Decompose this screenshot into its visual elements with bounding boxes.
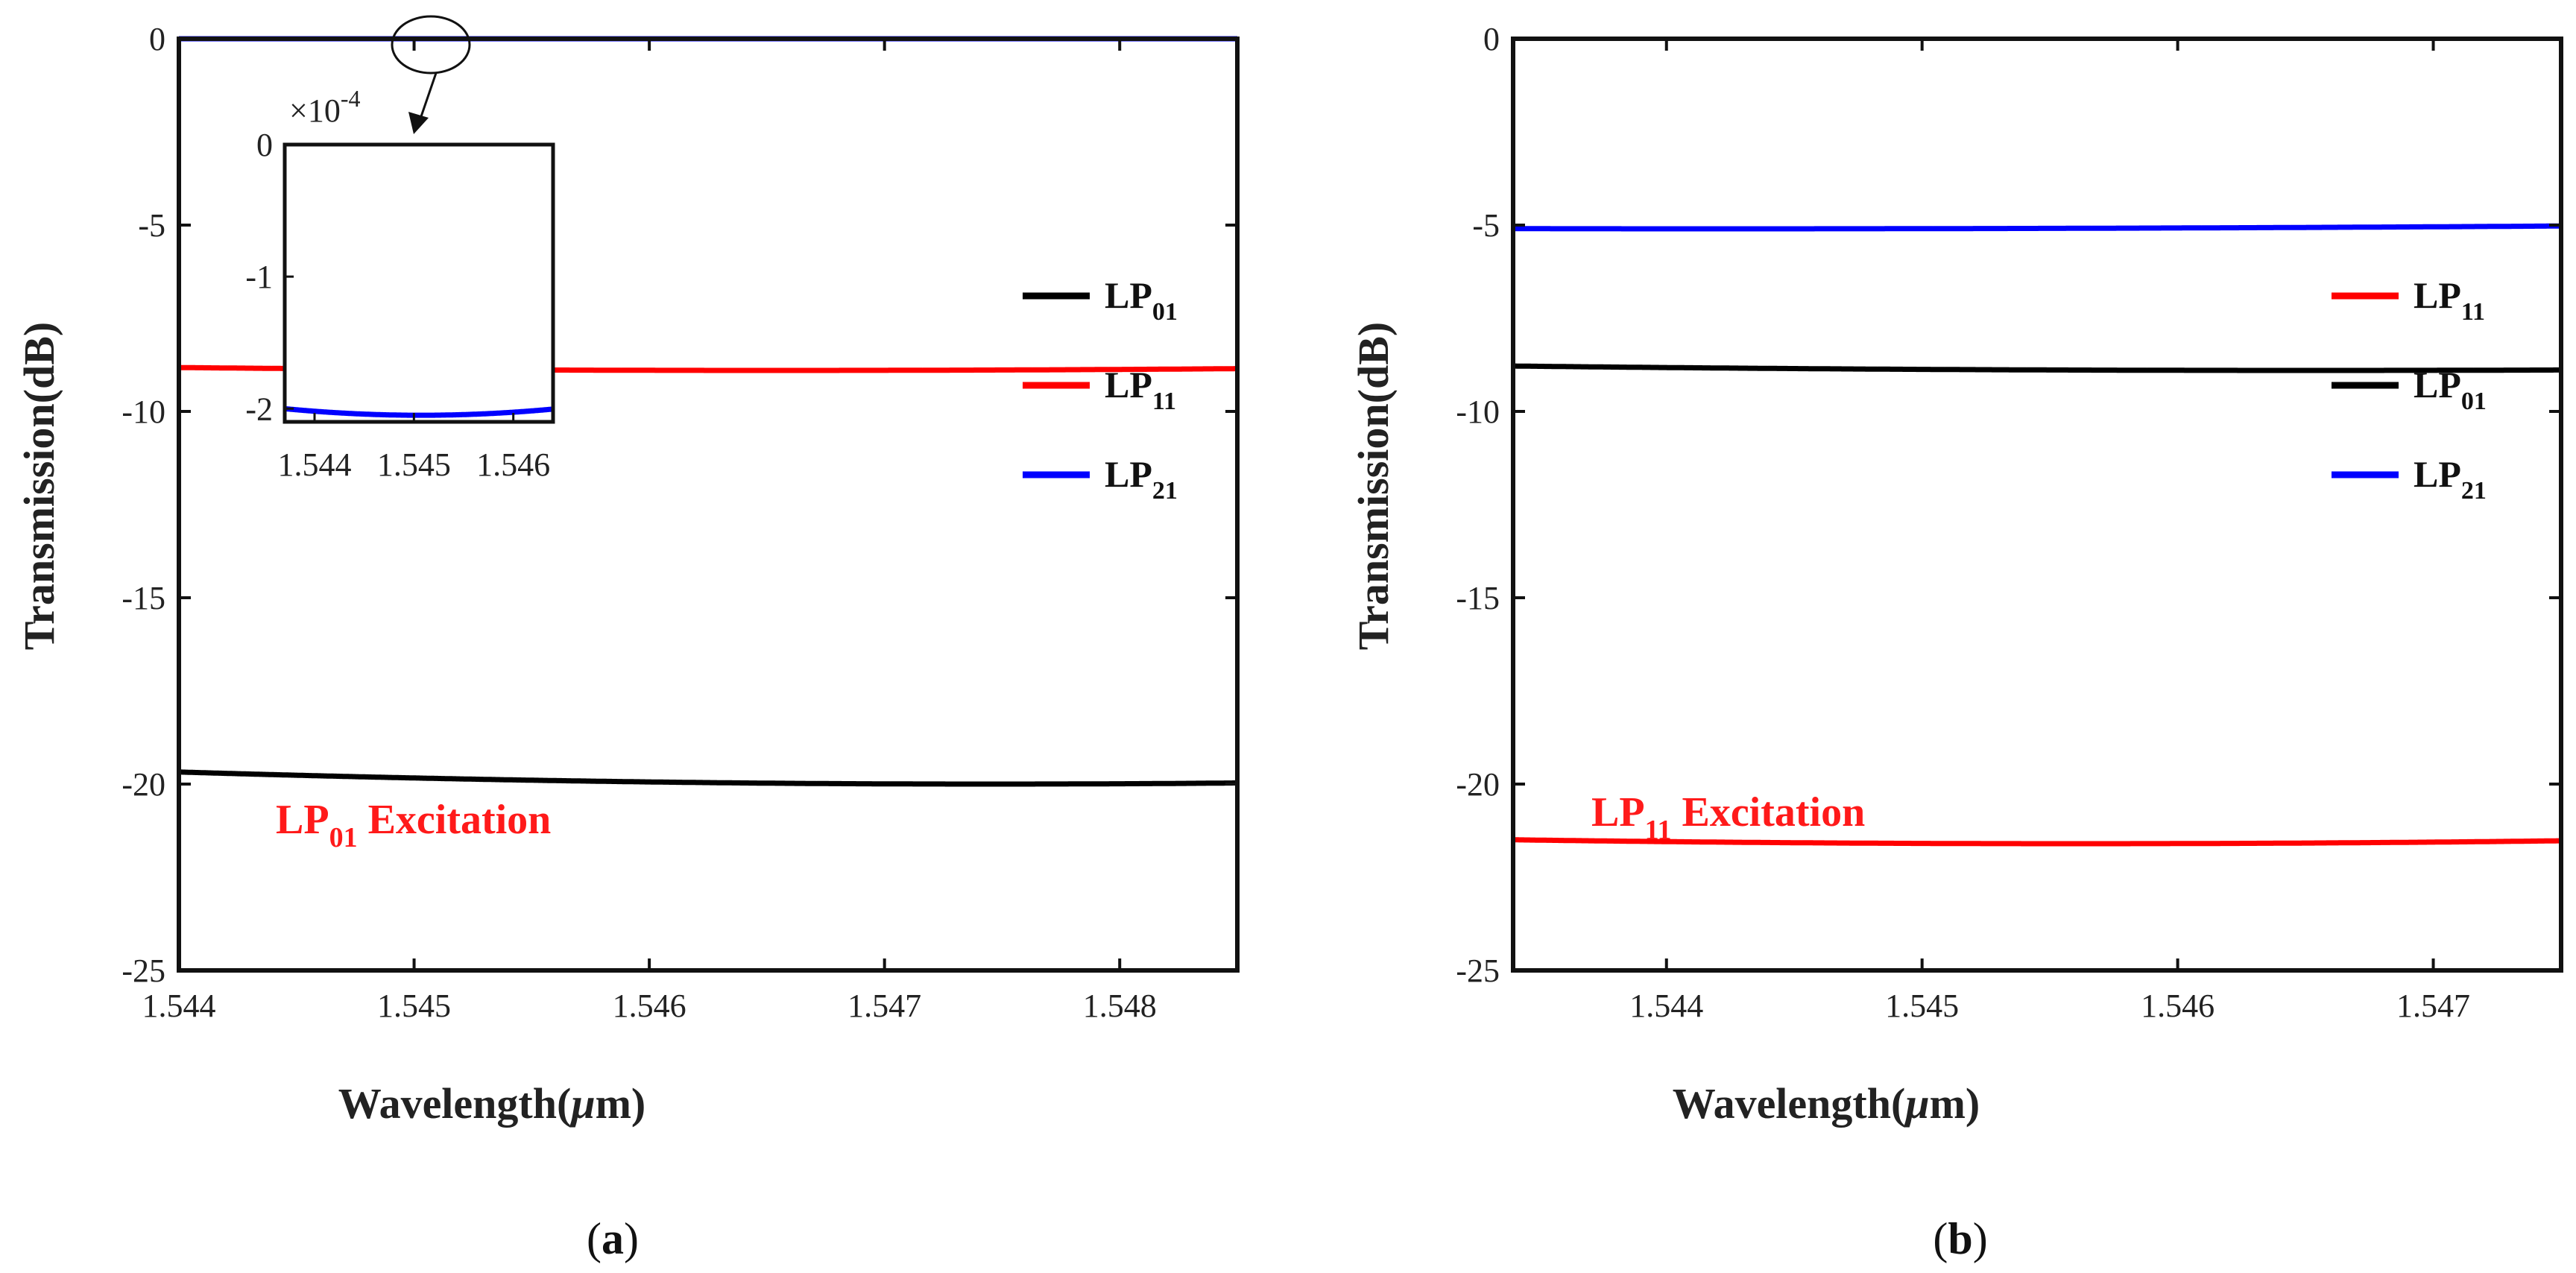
y-tick-label: -10 (1456, 394, 1500, 430)
inset-background (285, 145, 553, 422)
series-line-lp21 (1513, 223, 2561, 232)
y-tick-label: -25 (121, 953, 165, 989)
y-tick-label: -25 (1456, 953, 1500, 989)
legend-label-lp11: LP11 (2414, 274, 2485, 326)
panel-b-caption: (b) (1933, 1214, 1987, 1263)
panel-b-legend: LP11 LP01 LP21 (2332, 274, 2487, 505)
panel-a-caption: (a) (587, 1214, 639, 1263)
legend-label-lp11: LP11 (1105, 364, 1176, 415)
x-tick-label: 1.544 (142, 988, 216, 1024)
x-tick-label: 1.548 (1083, 988, 1157, 1024)
panel-a-x-axis-label: Wavelength(μm) (338, 1079, 645, 1128)
x-tick-label: 1.545 (377, 988, 451, 1024)
inset-y-tick-labels: 0 -1 -2 (245, 127, 273, 427)
y-tick-label: -10 (121, 394, 165, 430)
panel-a-y-axis-label: Transmission(dB) (15, 322, 63, 650)
series-line-lp01 (179, 769, 1237, 787)
panel-a-inset: 0 -1 -2 1.544 1.545 1.546 ×10-4 (245, 15, 555, 483)
panel-b-y-tick-labels: 0 -5 -10 -15 -20 -25 (1456, 21, 1500, 989)
y-tick-label: -15 (1456, 580, 1500, 616)
panel-b-x-axis-label: Wavelength(μm) (1673, 1079, 1980, 1128)
inset-y-tick-label: -1 (245, 259, 273, 295)
series-line-lp11 (1512, 837, 2561, 847)
panel-a-legend: LP01 LP11 LP21 (1023, 274, 1178, 505)
y-tick-label: -5 (138, 207, 165, 244)
panel-b-excitation-annotation: LP11 Excitation (1591, 789, 1865, 846)
inset-series-group (284, 405, 554, 418)
inset-x-tick-label: 1.545 (377, 446, 451, 483)
y-tick-label: -5 (1472, 207, 1500, 244)
panel-a-chart: 0-5-10-15-20-25 1.544 1.545 1.546 1.547 1.54… (15, 15, 1240, 1263)
panel-a-excitation-annotation: LP01 Excitation (276, 797, 551, 853)
zoom-arrow-line (417, 72, 438, 124)
inset-multiplier: ×10-4 (289, 85, 360, 129)
y-tick-label: -15 (121, 580, 165, 616)
panel-b-series-group (1512, 223, 2561, 847)
panel-a-y-tick-labels: 0 -5 -10 -15 -20 -25 (121, 21, 165, 989)
series-line-lp01 (1513, 363, 2561, 373)
x-tick-label: 1.547 (2396, 988, 2470, 1024)
x-tick-label: 1.546 (2141, 988, 2214, 1024)
inset-x-tick-label: 1.544 (278, 446, 352, 483)
inset-axes-frame (282, 142, 555, 424)
legend-label-lp01: LP01 (2414, 364, 2487, 415)
inset-y-tick-label: -2 (245, 391, 273, 427)
y-tick-label: -20 (1456, 766, 1500, 803)
panel-b-chart: 0 -5 -10 -15 -20 -25 1.544 1.545 1.546 1.547 LP1… (1349, 21, 2563, 1263)
panel-b-axes-frame (1511, 37, 2563, 973)
x-tick-label: 1.546 (613, 988, 686, 1024)
inset-y-tick-label: 0 (256, 127, 273, 163)
x-tick-label: 1.544 (1629, 988, 1703, 1024)
x-tick-label: 1.545 (1885, 988, 1959, 1024)
inset-x-tick-labels: 1.544 1.545 1.546 (278, 446, 551, 483)
x-tick-label: 1.547 (847, 988, 921, 1024)
legend-label-lp01: LP01 (1105, 274, 1178, 326)
inset-series-line-lp21 (284, 405, 554, 418)
panel-b-x-tick-labels: 1.544 1.545 1.546 1.547 (1629, 988, 2470, 1024)
zoom-arrow-head (408, 112, 429, 134)
y-tick-label: -20 (121, 766, 165, 803)
panel-a-axes-frame (177, 37, 1240, 973)
y-tick-label: 0 (149, 21, 165, 57)
legend-label-lp21: LP21 (1105, 453, 1178, 505)
y-tick-label: 0 (1483, 21, 1500, 57)
panel-b-y-axis-label: Transmission(dB) (1349, 322, 1398, 650)
zoom-region-ellipse (391, 15, 471, 75)
panel-a-x-tick-labels: 1.544 1.545 1.546 1.547 1.548 (142, 988, 1157, 1024)
legend-label-lp21: LP21 (2414, 453, 2487, 505)
inset-x-tick-label: 1.546 (476, 446, 550, 483)
panel-a-ticks (177, 37, 1237, 972)
panel-b-ticks (1513, 37, 2561, 972)
inset-ticks (285, 143, 515, 422)
